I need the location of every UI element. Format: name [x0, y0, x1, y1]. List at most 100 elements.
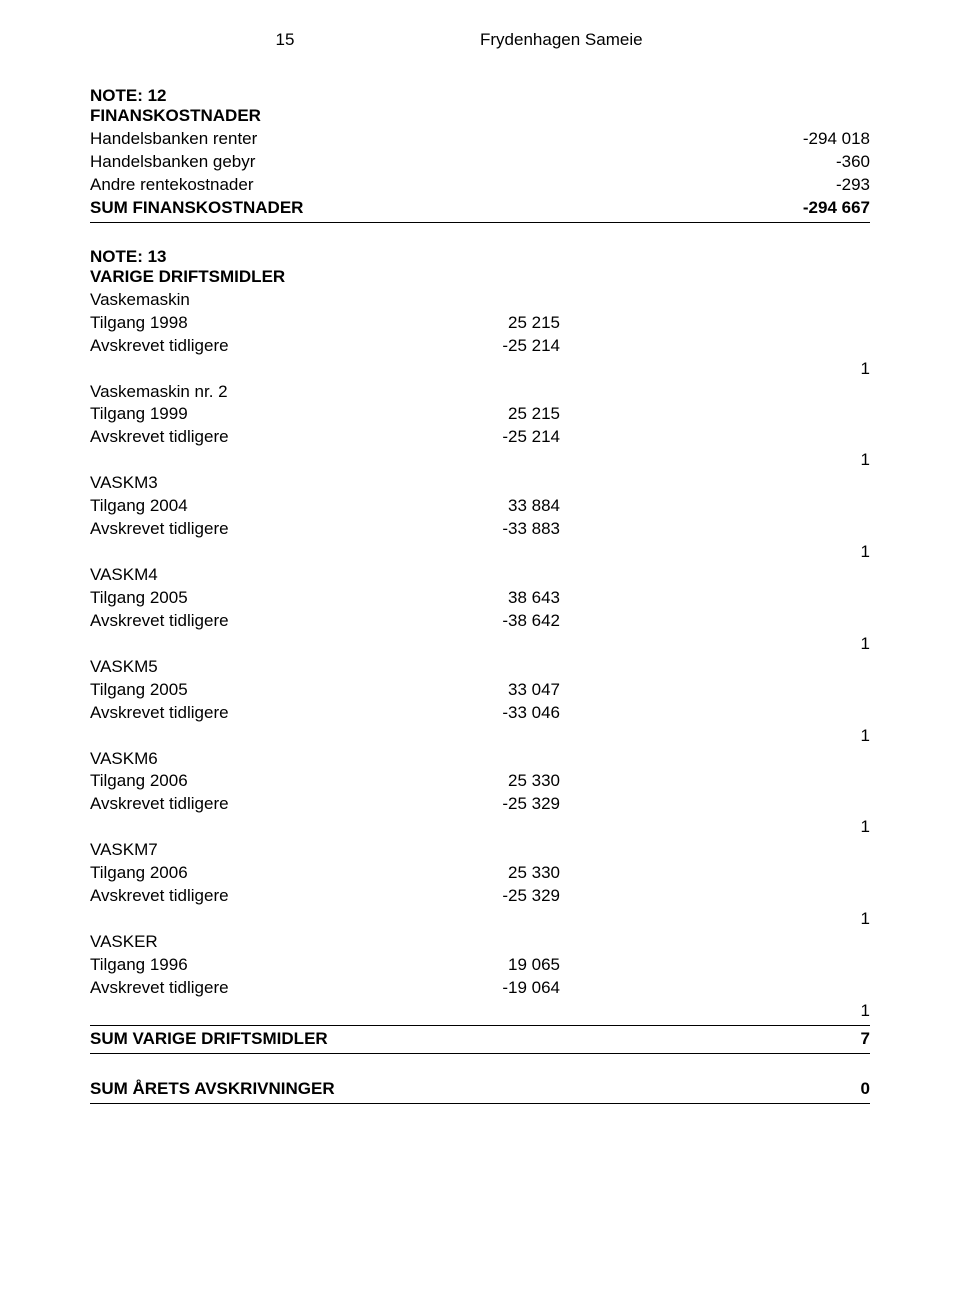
tilgang-row: Tilgang 200625 330 — [90, 862, 870, 885]
asset-name-row: VASKM5 — [90, 656, 870, 679]
row-col1 — [420, 197, 560, 220]
asset-name-row: VASKM3 — [90, 472, 870, 495]
tilgang-label: Tilgang 1996 — [90, 954, 420, 977]
row-col2 — [560, 656, 870, 679]
depr-label: SUM ÅRETS AVSKRIVNINGER — [90, 1078, 420, 1101]
note13-depr-row: SUM ÅRETS AVSKRIVNINGER 0 — [90, 1078, 870, 1101]
row-col1 — [420, 128, 560, 151]
asset-name-row: VASKM4 — [90, 564, 870, 587]
asset-name: VASKM6 — [90, 748, 420, 771]
net-value: 1 — [560, 541, 870, 564]
row-col2 — [560, 403, 870, 426]
asset-name: Vaskemaskin nr. 2 — [90, 381, 420, 404]
tilgang-value: 33 047 — [420, 679, 560, 702]
net-value: 1 — [560, 633, 870, 656]
tilgang-value: 33 884 — [420, 495, 560, 518]
tilgang-row: Tilgang 199925 215 — [90, 403, 870, 426]
row-col1 — [420, 472, 560, 495]
asset-name: VASKM7 — [90, 839, 420, 862]
avskrevet-value: -25 329 — [420, 793, 560, 816]
row-col1 — [420, 564, 560, 587]
row-label: Handelsbanken gebyr — [90, 151, 420, 174]
tilgang-label: Tilgang 1998 — [90, 312, 420, 335]
divider — [90, 1103, 870, 1104]
row-col1 — [420, 839, 560, 862]
note12-subtitle: FINANSKOSTNADER — [90, 106, 870, 126]
net-value: 1 — [560, 816, 870, 839]
row-col2 — [560, 587, 870, 610]
avskrevet-label: Avskrevet tidligere — [90, 885, 420, 908]
row-col1 — [420, 381, 560, 404]
avskrevet-row: Avskrevet tidligere-25 214 — [90, 426, 870, 449]
row-col2 — [560, 289, 870, 312]
divider — [90, 1053, 870, 1054]
row-label — [90, 633, 420, 656]
note12-row: Handelsbanken renter -294 018 — [90, 128, 870, 151]
row-col2 — [560, 518, 870, 541]
avskrevet-row: Avskrevet tidligere-25 329 — [90, 793, 870, 816]
avskrevet-row: Avskrevet tidligere-33 046 — [90, 702, 870, 725]
tilgang-value: 25 215 — [420, 403, 560, 426]
asset-name-row: Vaskemaskin — [90, 289, 870, 312]
row-col2 — [560, 954, 870, 977]
tilgang-label: Tilgang 2005 — [90, 679, 420, 702]
row-value: -293 — [560, 174, 870, 197]
row-col1 — [420, 358, 560, 381]
row-col2 — [560, 564, 870, 587]
avskrevet-value: -25 329 — [420, 885, 560, 908]
avskrevet-value: -33 046 — [420, 702, 560, 725]
avskrevet-value: -19 064 — [420, 977, 560, 1000]
tilgang-label: Tilgang 2005 — [90, 587, 420, 610]
net-value: 1 — [560, 358, 870, 381]
divider — [90, 1025, 870, 1026]
row-label — [90, 908, 420, 931]
page-number: 15 — [90, 30, 480, 50]
row-label: Handelsbanken renter — [90, 128, 420, 151]
net-value: 1 — [560, 449, 870, 472]
avskrevet-label: Avskrevet tidligere — [90, 793, 420, 816]
net-value-row: 1 — [90, 725, 870, 748]
row-col2 — [560, 472, 870, 495]
sum-label: SUM VARIGE DRIFTSMIDLER — [90, 1028, 420, 1051]
tilgang-row: Tilgang 199825 215 — [90, 312, 870, 335]
asset-name: VASKM3 — [90, 472, 420, 495]
avskrevet-value: -25 214 — [420, 335, 560, 358]
net-value-row: 1 — [90, 816, 870, 839]
tilgang-row: Tilgang 200538 643 — [90, 587, 870, 610]
avskrevet-label: Avskrevet tidligere — [90, 977, 420, 1000]
row-col1 — [420, 1000, 560, 1023]
page-header: 15 Frydenhagen Sameie — [90, 30, 870, 50]
net-value: 1 — [560, 908, 870, 931]
row-col1 — [420, 725, 560, 748]
asset-name-row: Vaskemaskin nr. 2 — [90, 381, 870, 404]
avskrevet-row: Avskrevet tidligere-25 214 — [90, 335, 870, 358]
row-col1 — [420, 931, 560, 954]
row-col2 — [560, 862, 870, 885]
avskrevet-label: Avskrevet tidligere — [90, 335, 420, 358]
row-col1 — [420, 449, 560, 472]
row-col1 — [420, 1078, 560, 1101]
row-label — [90, 541, 420, 564]
asset-name-row: VASKM7 — [90, 839, 870, 862]
note12-row: Handelsbanken gebyr -360 — [90, 151, 870, 174]
row-label — [90, 1000, 420, 1023]
row-label — [90, 358, 420, 381]
avskrevet-value: -33 883 — [420, 518, 560, 541]
row-col2 — [560, 335, 870, 358]
row-col2 — [560, 679, 870, 702]
row-col1 — [420, 289, 560, 312]
tilgang-value: 25 215 — [420, 312, 560, 335]
row-col2 — [560, 610, 870, 633]
tilgang-label: Tilgang 1999 — [90, 403, 420, 426]
row-col1 — [420, 174, 560, 197]
avskrevet-label: Avskrevet tidligere — [90, 518, 420, 541]
avskrevet-row: Avskrevet tidligere-25 329 — [90, 885, 870, 908]
row-col2 — [560, 748, 870, 771]
row-col1 — [420, 541, 560, 564]
sum-label: SUM FINANSKOSTNADER — [90, 197, 420, 220]
avskrevet-label: Avskrevet tidligere — [90, 702, 420, 725]
row-col1 — [420, 633, 560, 656]
depr-value: 0 — [560, 1078, 870, 1101]
row-col2 — [560, 312, 870, 335]
note12-title: NOTE: 12 — [90, 86, 870, 106]
